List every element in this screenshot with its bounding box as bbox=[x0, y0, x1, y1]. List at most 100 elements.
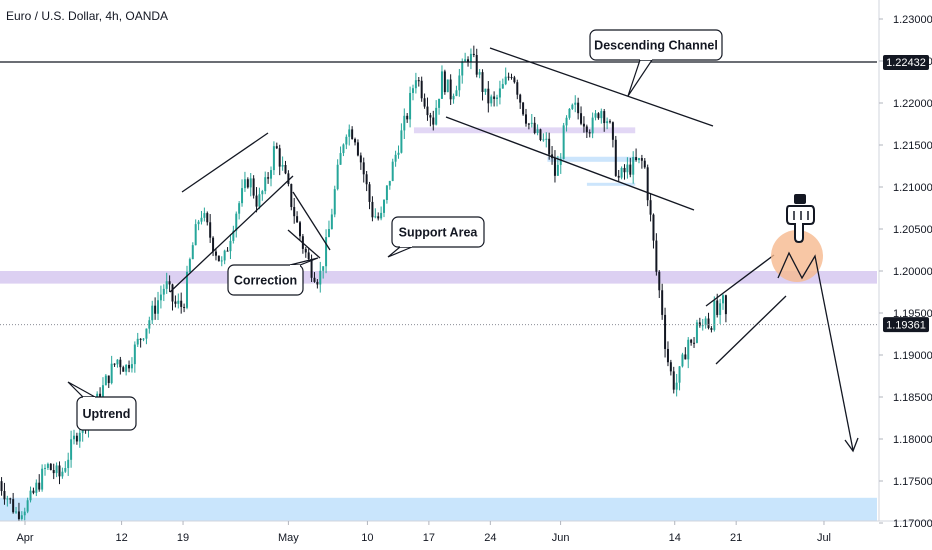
candle-body-70 bbox=[200, 217, 203, 222]
candle-body-222 bbox=[640, 158, 643, 161]
callout-tail-cover-1 bbox=[400, 245, 412, 247]
candle-body-78 bbox=[223, 250, 226, 261]
candle-body-232 bbox=[669, 362, 672, 372]
candle-body-182 bbox=[524, 114, 527, 124]
candle-body-9 bbox=[23, 511, 26, 516]
x-tick-label-4: 10 bbox=[361, 532, 373, 544]
candle-body-116 bbox=[333, 189, 336, 215]
candle-body-20 bbox=[55, 465, 58, 474]
candle-body-86 bbox=[246, 179, 249, 188]
candle-body-103 bbox=[296, 216, 299, 223]
candle-body-210 bbox=[606, 121, 609, 124]
candle-body-95 bbox=[272, 146, 275, 171]
candle-body-154 bbox=[443, 71, 446, 93]
candle-body-186 bbox=[536, 129, 539, 133]
correction-wedge-lower-line bbox=[287, 229, 321, 259]
callout-box-2 bbox=[227, 264, 304, 296]
candle-body-37 bbox=[104, 375, 107, 386]
candle-body-56 bbox=[159, 294, 162, 301]
candle-body-134 bbox=[385, 185, 388, 201]
candle-body-245 bbox=[707, 318, 710, 329]
candle-body-168 bbox=[484, 88, 487, 92]
resistance-band-upper-zone bbox=[413, 127, 636, 134]
candle-body-12 bbox=[32, 490, 35, 493]
candle-body-188 bbox=[542, 139, 545, 141]
candle-body-104 bbox=[298, 222, 301, 237]
candle-body-101 bbox=[290, 184, 293, 208]
candle-body-126 bbox=[362, 162, 365, 175]
candle-body-143 bbox=[411, 88, 414, 93]
candle-body-172 bbox=[496, 97, 499, 99]
candle-body-131 bbox=[377, 216, 380, 219]
candle-body-52 bbox=[148, 320, 151, 329]
candle-body-46 bbox=[130, 364, 133, 369]
y-tick-label-2: 1.22000 bbox=[893, 98, 932, 110]
drawings-layer bbox=[0, 47, 877, 453]
candle-body-167 bbox=[481, 72, 484, 92]
candle-body-36 bbox=[101, 385, 104, 402]
candle-body-233 bbox=[672, 371, 675, 390]
zones-layer bbox=[0, 127, 877, 523]
callout-2: Correction bbox=[227, 257, 319, 296]
candle-body-74 bbox=[212, 237, 215, 252]
rising-channel-upper-line bbox=[181, 132, 269, 193]
price-axis-background bbox=[879, 0, 932, 550]
candle-body-25 bbox=[70, 439, 73, 460]
candle-body-189 bbox=[545, 138, 548, 140]
candle-body-162 bbox=[467, 59, 470, 62]
candle-body-98 bbox=[281, 165, 284, 167]
candle-body-113 bbox=[325, 237, 328, 267]
candle-body-153 bbox=[440, 71, 443, 99]
callout-1: Support Area bbox=[387, 216, 485, 258]
x-tick-label-5: 17 bbox=[423, 532, 435, 544]
candle-body-161 bbox=[464, 59, 467, 62]
candle-body-224 bbox=[646, 167, 649, 201]
candle-body-64 bbox=[183, 306, 186, 308]
candle-body-47 bbox=[133, 344, 136, 365]
candle-body-145 bbox=[417, 80, 420, 82]
candle-body-176 bbox=[507, 76, 510, 78]
reaction-highlight-circle bbox=[771, 230, 823, 282]
candle-body-117 bbox=[336, 164, 339, 190]
candle-body-190 bbox=[548, 138, 551, 155]
candle-body-226 bbox=[652, 214, 655, 241]
resistance-band-small-zone bbox=[586, 182, 636, 186]
x-tick-label-9: 21 bbox=[730, 532, 742, 544]
candle-body-202 bbox=[582, 123, 585, 127]
descending-channel-lower-line bbox=[445, 116, 695, 211]
candle-body-17 bbox=[46, 463, 49, 468]
candle-body-100 bbox=[287, 173, 290, 185]
candle-body-39 bbox=[110, 363, 113, 384]
x-tick-label-0: Apr bbox=[16, 532, 33, 544]
candle-body-94 bbox=[270, 170, 273, 179]
candle-body-166 bbox=[478, 72, 481, 75]
y-tick-label-12: 1.17000 bbox=[893, 518, 932, 530]
candle-body-178 bbox=[513, 77, 516, 83]
candle-body-118 bbox=[339, 153, 342, 165]
candle-body-201 bbox=[580, 113, 583, 124]
candle-body-99 bbox=[284, 165, 287, 174]
candle-body-59 bbox=[168, 281, 171, 285]
candle-body-203 bbox=[585, 126, 588, 133]
candle-body-251 bbox=[724, 295, 727, 315]
projected-path-arrowhead bbox=[844, 437, 859, 453]
candle-body-192 bbox=[553, 158, 556, 176]
y-tick-label-10: 1.18000 bbox=[893, 434, 932, 446]
y-tick-label-6: 1.20000 bbox=[893, 266, 932, 278]
resistance-price-tag-bg bbox=[883, 55, 929, 70]
candle-body-239 bbox=[690, 339, 693, 343]
candle-body-130 bbox=[374, 216, 377, 218]
candle-body-205 bbox=[591, 117, 594, 134]
candle-body-238 bbox=[687, 339, 690, 360]
candle-body-122 bbox=[351, 129, 354, 139]
candle-body-28 bbox=[78, 432, 81, 442]
candle-body-184 bbox=[530, 122, 533, 124]
candle-body-7 bbox=[17, 511, 20, 519]
candle-body-240 bbox=[693, 342, 696, 344]
candle-body-50 bbox=[142, 338, 145, 340]
callout-tail-2 bbox=[289, 257, 319, 266]
candle-body-84 bbox=[241, 188, 244, 204]
callout-label-0: Descending Channel bbox=[594, 39, 718, 53]
candle-body-155 bbox=[446, 79, 449, 93]
